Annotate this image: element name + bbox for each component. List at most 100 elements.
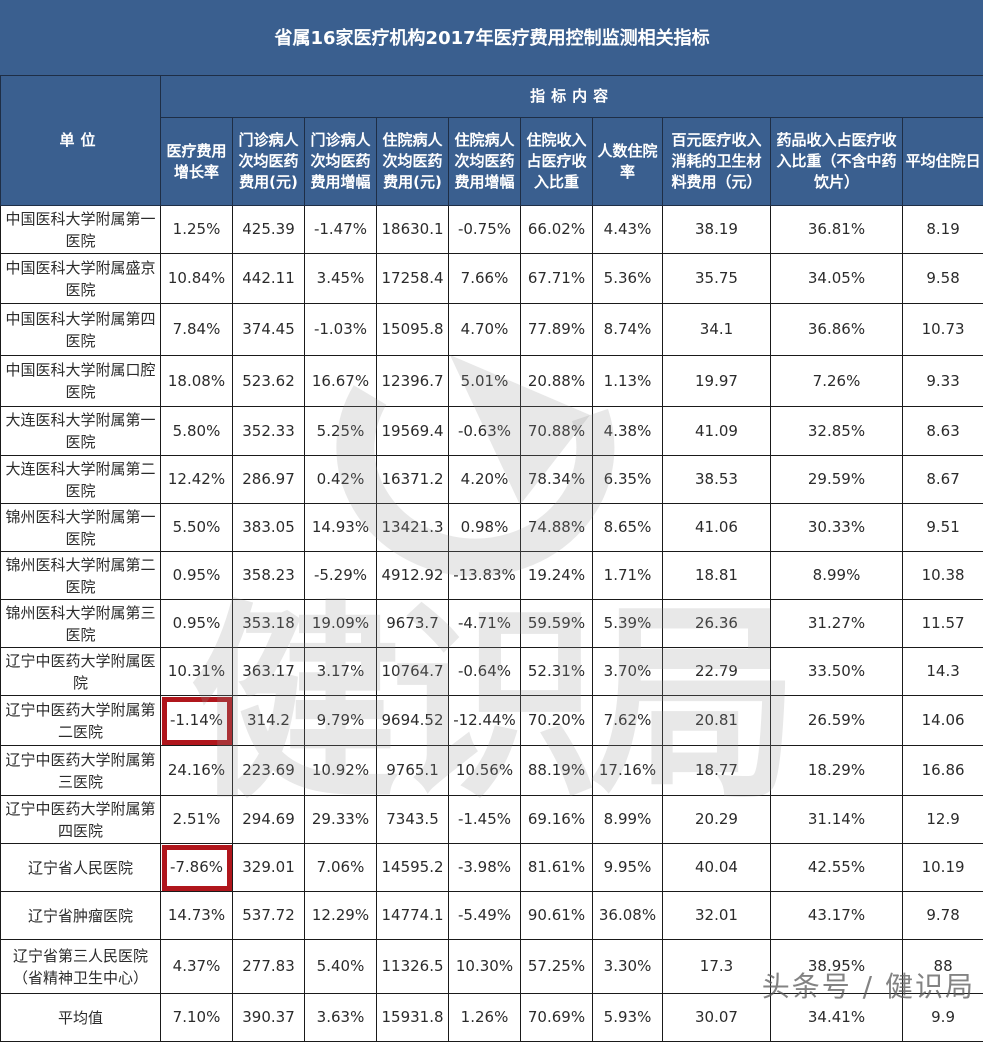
unit-cell: 锦州医科大学附属第二医院: [1, 552, 161, 600]
value-cell: 18.08%: [161, 356, 233, 407]
value-cell: 29.33%: [305, 796, 377, 844]
column-header: 医疗费用增长率: [161, 118, 233, 206]
value-cell: 9765.1: [377, 746, 449, 796]
value-cell: 70.88%: [521, 407, 593, 456]
value-cell: 1.25%: [161, 206, 233, 254]
value-cell: 7.26%: [771, 356, 903, 407]
value-cell: 18630.1: [377, 206, 449, 254]
value-cell: 15095.8: [377, 304, 449, 356]
unit-cell: 中国医科大学附属第四医院: [1, 304, 161, 356]
unit-cell: 辽宁省人民医院: [1, 844, 161, 892]
value-cell: 57.25%: [521, 940, 593, 994]
value-cell: -4.71%: [449, 600, 521, 648]
value-cell: 1.71%: [593, 552, 663, 600]
value-cell: 8.67: [903, 456, 983, 504]
value-cell: 14.06: [903, 696, 983, 746]
value-cell: 6.35%: [593, 456, 663, 504]
value-cell: 1.26%: [449, 994, 521, 1042]
value-cell: 14774.1: [377, 892, 449, 940]
value-cell: 314.2: [233, 696, 305, 746]
value-cell: 9.79%: [305, 696, 377, 746]
unit-cell: 锦州医科大学附属第一医院: [1, 504, 161, 552]
value-cell: 10.31%: [161, 648, 233, 696]
value-cell: -1.45%: [449, 796, 521, 844]
value-cell: 363.17: [233, 648, 305, 696]
unit-cell: 辽宁中医药大学附属医院: [1, 648, 161, 696]
value-cell: 38.19: [663, 206, 771, 254]
value-cell: 14.3: [903, 648, 983, 696]
value-cell: 70.20%: [521, 696, 593, 746]
column-header: 住院病人次均医药费用(元): [377, 118, 449, 206]
value-cell: 358.23: [233, 552, 305, 600]
value-cell: 10764.7: [377, 648, 449, 696]
value-cell: 67.71%: [521, 254, 593, 304]
column-header: 药品收入占医疗收入比重（不含中药饮片）: [771, 118, 903, 206]
value-cell: 12396.7: [377, 356, 449, 407]
value-cell: 10.56%: [449, 746, 521, 796]
value-cell: -0.75%: [449, 206, 521, 254]
value-cell: 523.62: [233, 356, 305, 407]
unit-cell: 大连医科大学附属第二医院: [1, 456, 161, 504]
value-cell: 7343.5: [377, 796, 449, 844]
value-cell: 8.99%: [593, 796, 663, 844]
value-cell: 9694.52: [377, 696, 449, 746]
value-cell: 352.33: [233, 407, 305, 456]
indicator-group-header: 指标内容: [161, 76, 983, 118]
unit-cell: 辽宁中医药大学附属第二医院: [1, 696, 161, 746]
value-cell: 18.29%: [771, 746, 903, 796]
value-cell: 41.09: [663, 407, 771, 456]
unit-cell: 锦州医科大学附属第三医院: [1, 600, 161, 648]
value-cell: 20.81: [663, 696, 771, 746]
value-cell: 277.83: [233, 940, 305, 994]
value-cell: 294.69: [233, 796, 305, 844]
value-cell: 10.73: [903, 304, 983, 356]
value-cell: 3.45%: [305, 254, 377, 304]
value-cell: 15931.8: [377, 994, 449, 1042]
value-cell: 4.37%: [161, 940, 233, 994]
value-cell: 32.01: [663, 892, 771, 940]
unit-cell: 大连医科大学附属第一医院: [1, 407, 161, 456]
value-cell: 390.37: [233, 994, 305, 1042]
value-cell: 9.9: [903, 994, 983, 1042]
value-cell: 7.62%: [593, 696, 663, 746]
value-cell: 4.20%: [449, 456, 521, 504]
value-cell: 77.89%: [521, 304, 593, 356]
value-cell: -5.49%: [449, 892, 521, 940]
value-cell: -0.63%: [449, 407, 521, 456]
value-cell: 78.34%: [521, 456, 593, 504]
value-cell: 16.67%: [305, 356, 377, 407]
column-header: 门诊病人次均医药费用(元): [233, 118, 305, 206]
column-header: 人数住院率: [593, 118, 663, 206]
value-cell: 0.95%: [161, 600, 233, 648]
value-cell: 19.09%: [305, 600, 377, 648]
value-cell: 5.50%: [161, 504, 233, 552]
value-cell: 5.80%: [161, 407, 233, 456]
value-cell: 3.30%: [593, 940, 663, 994]
value-cell: 34.05%: [771, 254, 903, 304]
value-cell: 81.61%: [521, 844, 593, 892]
value-cell: 223.69: [233, 746, 305, 796]
highlighted-value-cell: -7.86%: [161, 844, 233, 892]
value-cell: 41.06: [663, 504, 771, 552]
value-cell: 59.59%: [521, 600, 593, 648]
value-cell: 3.63%: [305, 994, 377, 1042]
value-cell: 383.05: [233, 504, 305, 552]
value-cell: 74.88%: [521, 504, 593, 552]
value-cell: -12.44%: [449, 696, 521, 746]
value-cell: 18.81: [663, 552, 771, 600]
value-cell: -13.83%: [449, 552, 521, 600]
value-cell: 353.18: [233, 600, 305, 648]
value-cell: 5.25%: [305, 407, 377, 456]
value-cell: 11326.5: [377, 940, 449, 994]
value-cell: 8.74%: [593, 304, 663, 356]
value-cell: 425.39: [233, 206, 305, 254]
value-cell: 9.51: [903, 504, 983, 552]
